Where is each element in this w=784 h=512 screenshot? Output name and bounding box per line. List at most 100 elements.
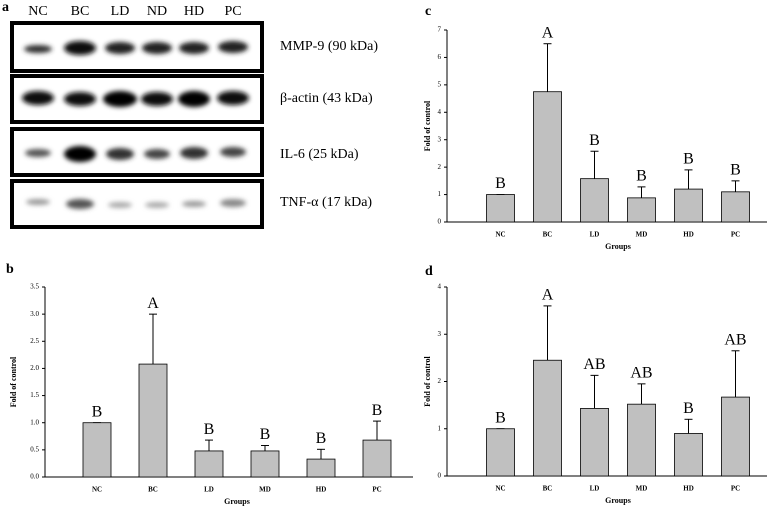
- x-tick-label: PC: [372, 486, 381, 494]
- lane-label: LD: [111, 4, 130, 19]
- x-tick-label: BC: [543, 231, 553, 239]
- y-tick-label: 0.0: [30, 473, 39, 481]
- significance-label: A: [542, 24, 554, 41]
- significance-label: B: [589, 132, 600, 149]
- bar: [721, 396, 750, 477]
- protein-label: MMP-9 (90 kDa): [280, 39, 378, 54]
- x-axis-title: Groups: [605, 496, 631, 505]
- protein-label: IL-6 (25 kDa): [280, 147, 359, 162]
- significance-label: B: [495, 409, 506, 426]
- bar: [306, 458, 336, 478]
- x-tick-label: HD: [316, 486, 327, 494]
- y-tick-label: 1.0: [30, 418, 39, 426]
- significance-label: B: [316, 430, 327, 447]
- y-axis-title: Fold of control: [9, 356, 18, 407]
- significance-label: B: [260, 426, 271, 443]
- significance-label: B: [92, 403, 103, 420]
- y-tick-label: 0.5: [30, 445, 39, 453]
- bar: [82, 422, 112, 478]
- significance-label: B: [372, 402, 383, 419]
- y-tick-label: 3: [438, 330, 442, 338]
- panel-letter: c: [425, 4, 431, 19]
- y-tick-label: 7: [438, 26, 442, 34]
- x-tick-label: LD: [590, 485, 600, 493]
- x-tick-label: PC: [731, 485, 740, 493]
- y-tick-label: 1: [438, 424, 442, 432]
- panel-letter: d: [425, 264, 433, 279]
- bar: [486, 428, 515, 477]
- y-tick-label: 3.0: [30, 310, 39, 318]
- bar: [627, 403, 656, 477]
- significance-label: B: [730, 162, 741, 179]
- blot-bands: [22, 41, 249, 209]
- y-tick-label: 3.5: [30, 283, 39, 291]
- y-tick-label: 4: [438, 108, 442, 116]
- y-axis-title: Fold of control: [423, 100, 432, 151]
- y-axis-title: Fold of control: [423, 355, 432, 406]
- x-axis-title: Groups: [224, 497, 250, 506]
- bar: [580, 178, 609, 223]
- x-tick-label: LD: [204, 486, 214, 494]
- bar: [533, 359, 562, 477]
- significance-label: B: [683, 400, 694, 417]
- lane-label: ND: [147, 4, 167, 19]
- lane-label: HD: [184, 4, 204, 19]
- significance-label: AB: [724, 331, 746, 348]
- bar: [486, 194, 515, 223]
- protein-label: β-actin (43 kDa): [280, 91, 373, 106]
- lane-label: BC: [71, 4, 90, 19]
- x-tick-label: MD: [636, 485, 648, 493]
- x-tick-label: BC: [543, 485, 553, 493]
- significance-label: B: [204, 421, 215, 438]
- significance-label: A: [147, 295, 159, 312]
- blot-boxes: [10, 21, 264, 229]
- lane-label: NC: [28, 4, 47, 19]
- significance-label: A: [542, 287, 554, 304]
- significance-label: AB: [583, 356, 605, 373]
- y-tick-label: 0: [438, 472, 442, 480]
- x-tick-label: BC: [148, 486, 158, 494]
- blot-lanes: NC BC LD ND HD PC: [28, 4, 241, 19]
- y-tick-label: 1.5: [30, 391, 39, 399]
- y-tick-label: 2: [438, 377, 442, 385]
- significance-label: B: [636, 168, 647, 185]
- bar: [674, 433, 703, 477]
- protein-label: TNF-α (17 kDa): [280, 195, 372, 210]
- y-tick-label: 0: [438, 218, 442, 226]
- y-tick-label: 2.5: [30, 337, 39, 345]
- bar: [721, 191, 750, 223]
- bar: [580, 408, 609, 477]
- panel-letter: a: [2, 0, 9, 15]
- y-tick-label: 4: [438, 283, 442, 291]
- x-tick-label: MD: [636, 231, 648, 239]
- x-tick-label: NC: [495, 485, 505, 493]
- x-tick-label: HD: [683, 485, 694, 493]
- bar: [362, 439, 392, 478]
- x-tick-label: MD: [259, 486, 271, 494]
- bar: [674, 188, 703, 223]
- x-axis-title: Groups: [605, 242, 631, 251]
- panel-letter: b: [6, 262, 14, 277]
- y-tick-label: 6: [438, 53, 442, 61]
- y-tick-label: 2.0: [30, 364, 39, 372]
- lane-label: PC: [224, 4, 241, 19]
- significance-label: B: [495, 175, 506, 192]
- blot-box: [10, 179, 264, 229]
- y-tick-label: 1: [438, 190, 442, 198]
- y-tick-label: 5: [438, 80, 442, 88]
- x-tick-label: LD: [590, 231, 600, 239]
- significance-label: B: [683, 151, 694, 168]
- significance-label: AB: [630, 365, 652, 382]
- bar: [194, 450, 224, 478]
- x-tick-label: PC: [731, 231, 740, 239]
- bar: [627, 197, 656, 223]
- x-tick-label: NC: [92, 486, 102, 494]
- y-tick-label: 3: [438, 135, 442, 143]
- bar: [250, 450, 280, 478]
- x-tick-label: HD: [683, 231, 694, 239]
- bar: [138, 363, 168, 478]
- y-tick-label: 2: [438, 163, 442, 171]
- bar: [533, 91, 562, 223]
